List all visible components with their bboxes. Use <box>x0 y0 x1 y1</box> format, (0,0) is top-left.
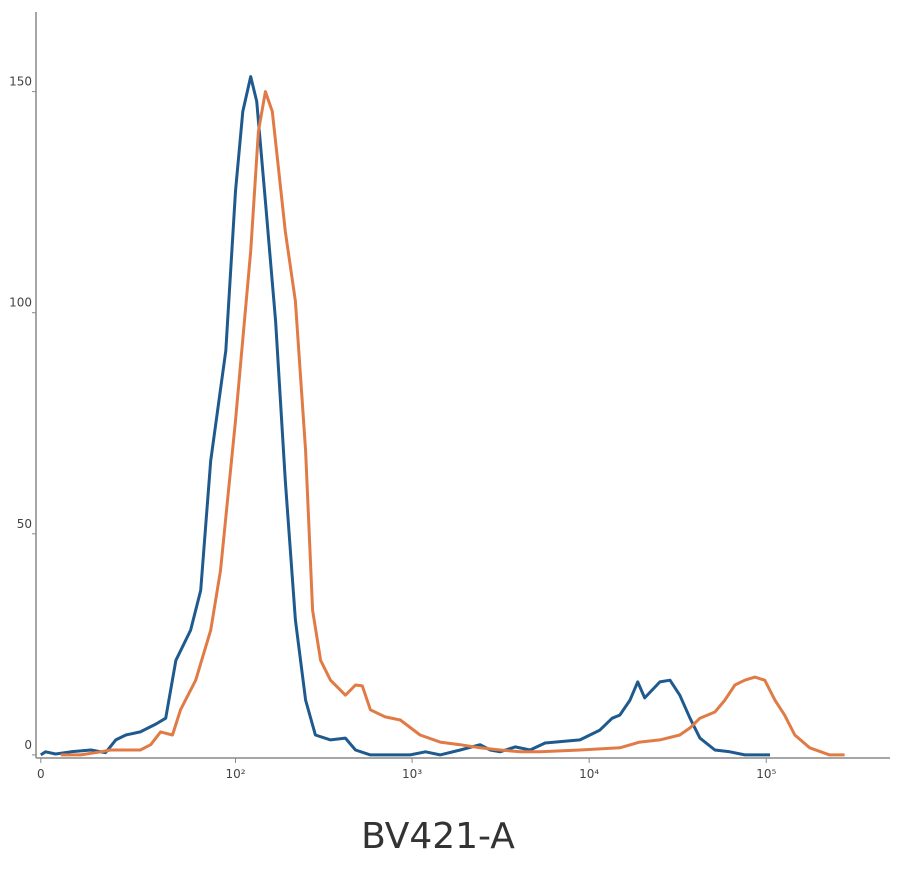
x-axis-label: BV421-A <box>361 816 515 857</box>
histogram-line <box>60 90 845 757</box>
y-tick-label: 150 <box>9 75 32 89</box>
histogram-line <box>39 75 770 757</box>
y-tick-label: 50 <box>17 517 32 531</box>
x-tick-label: 10³ <box>402 767 422 781</box>
x-tick-label: 10² <box>225 767 245 781</box>
y-tick-label: 100 <box>9 296 32 310</box>
x-tick-label: 10⁴ <box>579 767 599 781</box>
y-tick-label: 0 <box>24 738 32 752</box>
x-tick-label: 10⁵ <box>756 767 776 781</box>
x-tick-label: 0 <box>37 767 45 781</box>
